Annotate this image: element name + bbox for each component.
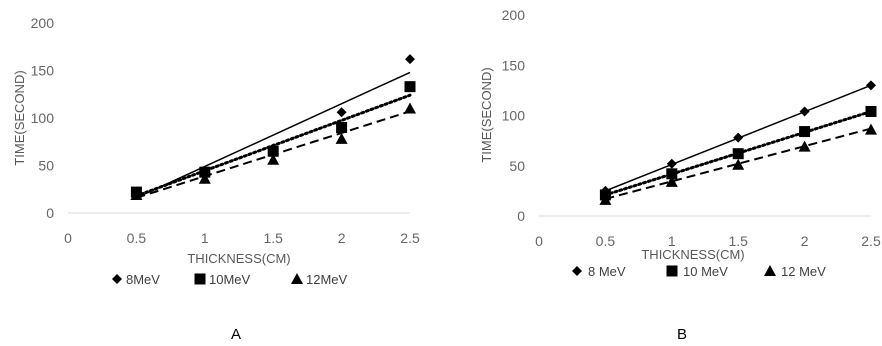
y-tick-label: 150 (31, 63, 55, 79)
x-tick-label: 2.5 (400, 230, 420, 246)
legend-marker-triangle (764, 265, 776, 276)
legend-marker-diamond (572, 266, 582, 276)
data-point-diamond (405, 54, 415, 65)
y-tick-label: 50 (38, 158, 54, 174)
data-point-diamond (666, 158, 677, 169)
y-axis-title: TIME(SECOND) (12, 70, 27, 165)
data-point-triangle (404, 102, 416, 114)
legend-label: 8MeV (126, 272, 160, 287)
data-point-square (666, 168, 678, 180)
x-tick-label: 0 (64, 230, 72, 246)
trendline-dotted (134, 93, 412, 198)
legend-marker-square (194, 273, 206, 285)
legend: 8 MeV 10 MeV 12 MeV (572, 264, 826, 279)
y-tick-label: 0 (517, 208, 525, 224)
x-axis-title: THICKNESS(CM) (187, 251, 290, 266)
panel-label: B (677, 326, 687, 343)
data-point-square (267, 145, 279, 157)
legend-marker-diamond (112, 274, 122, 284)
data-point-triangle (599, 193, 612, 205)
data-point-triangle (798, 140, 811, 152)
data-point-triangle (732, 158, 745, 170)
legend-label: 12 MeV (781, 264, 826, 279)
data-point-triangle (198, 172, 211, 184)
y-tick-label: 0 (46, 205, 54, 221)
data-point-square (865, 105, 877, 117)
series-2 (599, 105, 877, 201)
series-1 (131, 54, 415, 200)
x-tick-label: 1.5 (263, 230, 283, 246)
data-point-diamond (336, 107, 347, 118)
data-point-triangle (335, 132, 348, 144)
x-tick-label: 0 (535, 233, 543, 249)
x-tick-label: 0.5 (596, 233, 616, 249)
y-axis-title: TIME(SECOND) (479, 67, 494, 162)
legend-label: 10 MeV (683, 264, 728, 279)
data-point-diamond (866, 80, 876, 91)
data-point-square (732, 148, 744, 160)
x-tick-label: 0.5 (127, 230, 147, 246)
trendline-dashed (605, 127, 872, 200)
data-point-square (199, 166, 211, 178)
x-tick-label: 1.5 (728, 233, 748, 249)
series-1 (600, 80, 876, 196)
data-point-diamond (799, 106, 810, 117)
x-tick-label: 2 (801, 233, 809, 249)
legend-label: 8 MeV (588, 264, 626, 279)
x-axis-title: THICKNESS(CM) (641, 247, 744, 262)
data-point-triangle (665, 175, 678, 187)
data-point-triangle (865, 123, 877, 135)
legend-marker-square (666, 265, 678, 277)
legend-label: 10MeV (209, 272, 251, 287)
y-tick-label: 100 (502, 108, 526, 124)
y-tick-label: 100 (31, 110, 55, 126)
data-point-diamond (733, 132, 744, 143)
y-tick-label: 50 (509, 158, 525, 174)
legend: 8MeV 10MeV 12MeV (112, 272, 348, 287)
x-tick-label: 1 (201, 230, 209, 246)
trendline-solid (136, 71, 411, 199)
data-point-square (336, 122, 348, 133)
y-tick-label: 200 (31, 15, 55, 31)
legend-marker-triangle (291, 273, 303, 284)
chart-panel-a: 0 50 100 150 200 0 0.5 1 1.5 2 2.5 TIME(SECOND) THIC… (12, 15, 420, 343)
y-tick-label: 150 (502, 57, 526, 73)
x-tick-label: 1 (668, 233, 676, 249)
x-tick-label: 2 (338, 230, 346, 246)
x-tick-label: 2.5 (861, 233, 881, 249)
legend-label: 12MeV (306, 272, 348, 287)
data-point-triangle (267, 153, 280, 165)
chart-panel-b: 0 50 100 150 200 0 0.5 1 1.5 2 2.5 TIME(SECOND) THIC… (479, 7, 881, 343)
panel-label: A (231, 326, 241, 343)
series-3 (130, 102, 416, 200)
data-point-square (799, 126, 811, 138)
data-point-square (404, 81, 416, 93)
data-point-triangle (130, 188, 143, 200)
y-tick-label: 200 (502, 7, 526, 23)
series-3 (599, 123, 877, 205)
